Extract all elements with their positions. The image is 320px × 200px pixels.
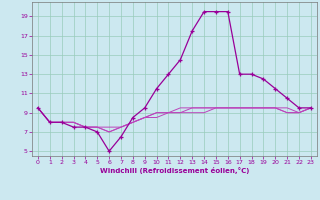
X-axis label: Windchill (Refroidissement éolien,°C): Windchill (Refroidissement éolien,°C) — [100, 167, 249, 174]
